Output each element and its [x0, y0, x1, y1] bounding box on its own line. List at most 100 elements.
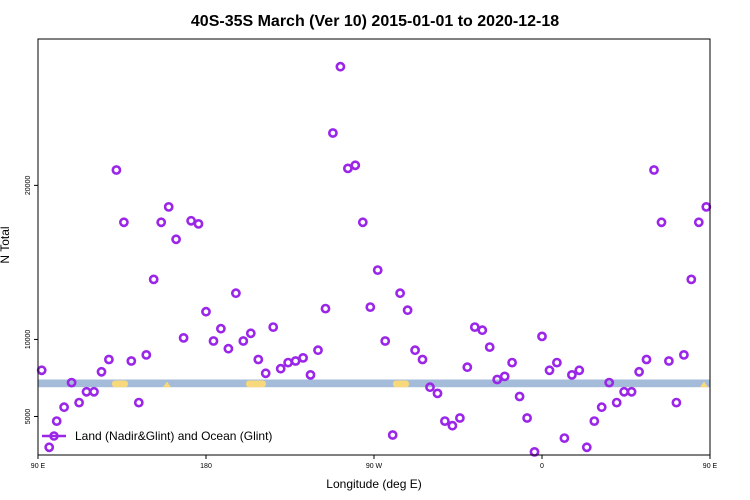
data-point — [305, 369, 316, 380]
data-point — [664, 356, 674, 366]
data-point — [51, 416, 62, 426]
data-point — [484, 342, 495, 352]
data-point — [462, 362, 473, 373]
data-point — [96, 366, 107, 377]
data-point — [544, 365, 555, 376]
data-point — [119, 217, 129, 228]
legend: Land (Nadir&Glint) and Ocean (Glint) — [42, 429, 272, 443]
data-point — [163, 201, 174, 212]
data-point — [589, 416, 600, 426]
data-point — [581, 442, 592, 453]
data-point — [178, 332, 189, 343]
data-point — [36, 365, 47, 376]
data-point — [395, 288, 405, 299]
data-point — [596, 402, 607, 413]
data-point — [439, 416, 450, 426]
data-point — [693, 217, 704, 228]
data-point — [387, 430, 398, 440]
x-tick-label: 90 E — [703, 463, 718, 470]
x-tick-label: 90 E — [31, 463, 46, 470]
data-point — [357, 217, 368, 228]
data-point — [59, 402, 69, 413]
data-point — [81, 386, 92, 397]
data-point — [410, 345, 420, 356]
y-axis-label: N Total — [0, 226, 12, 263]
data-point — [201, 306, 211, 317]
land-patch — [393, 380, 409, 388]
data-point — [619, 386, 629, 397]
y-tick-label: 20000 — [25, 176, 32, 196]
data-point — [626, 386, 637, 397]
data-point — [133, 397, 144, 408]
data-point — [268, 322, 279, 332]
data-point — [432, 388, 443, 399]
data-point — [492, 374, 503, 385]
data-point — [477, 325, 488, 336]
data-point — [641, 354, 652, 365]
data-point — [559, 433, 570, 443]
x-tick-label: 180 — [200, 463, 212, 470]
data-point — [469, 322, 480, 332]
data-point — [253, 354, 264, 365]
data-point — [380, 336, 391, 346]
data-point — [320, 303, 331, 314]
data-points — [36, 61, 712, 457]
land-patch — [112, 380, 128, 388]
data-point — [275, 363, 286, 374]
data-point — [447, 420, 458, 431]
data-point — [104, 354, 114, 365]
data-point — [514, 391, 525, 402]
data-point — [552, 357, 562, 368]
data-point — [402, 305, 413, 316]
data-point — [574, 365, 585, 376]
x-tick-label: 90 W — [366, 463, 383, 470]
data-point — [171, 234, 181, 245]
data-point — [537, 331, 547, 342]
plot-frame — [37, 38, 711, 456]
data-point — [634, 366, 644, 377]
chart-title: 40S-35S March (Ver 10) 2015-01-01 to 202… — [191, 13, 559, 30]
data-point — [365, 302, 376, 312]
legend-label: Land (Nadir&Glint) and Ocean (Glint) — [75, 429, 272, 443]
data-point — [611, 397, 622, 408]
data-point — [260, 368, 271, 379]
data-point — [74, 397, 84, 408]
data-point — [44, 442, 55, 453]
data-point — [522, 413, 532, 423]
y-tick-label: 10000 — [25, 330, 32, 350]
data-point — [290, 356, 301, 366]
data-point — [283, 357, 293, 368]
x-tick-label: 0 — [540, 463, 544, 470]
data-point — [507, 357, 517, 368]
data-point — [499, 371, 510, 382]
x-axis: 90 E 180 90 W 0 90 E — [31, 455, 718, 470]
data-point — [208, 336, 219, 346]
data-point — [656, 217, 667, 228]
data-point — [372, 265, 383, 275]
data-point — [66, 377, 77, 388]
data-point — [701, 201, 712, 212]
data-point — [649, 165, 659, 175]
data-point — [186, 215, 196, 226]
data-point — [156, 217, 167, 228]
data-point — [417, 354, 428, 365]
ocean-band — [38, 379, 710, 388]
data-point — [327, 128, 338, 138]
data-point — [223, 343, 234, 354]
data-point — [604, 377, 615, 388]
land-patch — [163, 381, 171, 388]
data-point — [230, 288, 241, 299]
data-point — [342, 163, 353, 174]
legend-marker-icon — [49, 431, 59, 441]
land-patch — [700, 381, 708, 388]
data-point — [298, 352, 308, 363]
data-point — [671, 397, 682, 408]
y-axis: 5000 10000 20000 — [25, 176, 38, 424]
surface-band — [38, 379, 710, 388]
data-point — [245, 328, 256, 339]
data-point — [89, 386, 99, 397]
land-patch — [246, 380, 266, 388]
data-point — [193, 218, 204, 229]
data-point — [686, 274, 697, 285]
